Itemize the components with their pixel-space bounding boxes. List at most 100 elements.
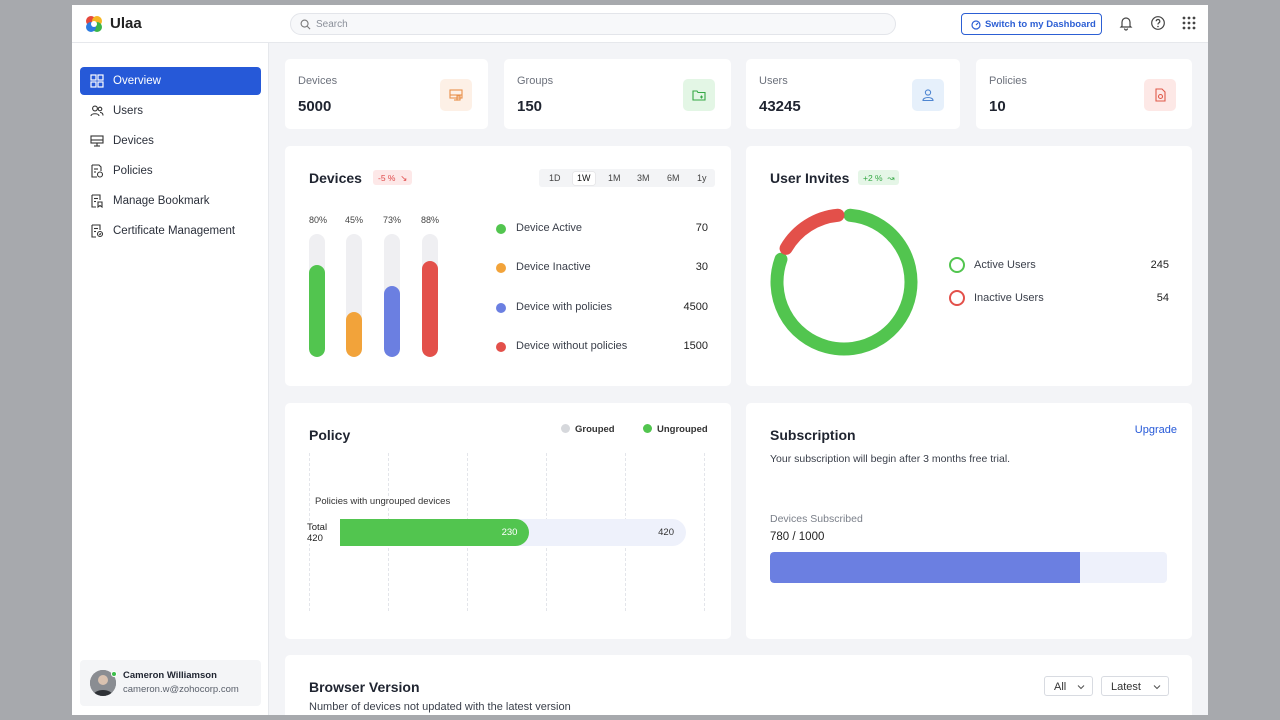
stat-badge (912, 79, 944, 111)
sidebar-item-label: Manage Bookmark (113, 195, 210, 207)
switch-dashboard-label: Switch to my Dashboard (985, 19, 1096, 30)
stat-badge (440, 79, 472, 111)
filter-latest-dropdown[interactable]: Latest (1101, 676, 1169, 696)
search-icon (300, 19, 311, 30)
chevron-down-icon (1077, 685, 1085, 690)
browser-version-subtitle: Number of devices not updated with the l… (309, 701, 571, 713)
period-option-6m[interactable]: 6M (667, 173, 680, 183)
search-placeholder: Search (316, 19, 348, 30)
devices-change-value: -5 % (378, 173, 396, 183)
policy-legend-ungrouped: Ungrouped (643, 424, 708, 435)
devices-legend-item: Device with policies 4500 (496, 300, 708, 316)
period-option-1d[interactable]: 1D (549, 173, 561, 183)
switch-dashboard-button[interactable]: Switch to my Dashboard (961, 13, 1102, 35)
filter-all-dropdown[interactable]: All (1044, 676, 1093, 696)
upgrade-link[interactable]: Upgrade (1134, 424, 1177, 436)
policy-total: Total 420 (307, 522, 328, 544)
stat-value: 43245 (759, 98, 801, 115)
browser-version-card: Browser Version Number of devices not up… (285, 655, 1192, 715)
stat-value: 5000 (298, 98, 332, 115)
legend-value: 30 (695, 261, 708, 273)
policy-chart-caption: Policies with ungrouped devices (315, 496, 451, 507)
sidebar-item-users[interactable]: Users (80, 97, 261, 125)
device-bar-track (346, 234, 362, 357)
sidebar-item-manage-bookmark[interactable]: Manage Bookmark (80, 187, 261, 215)
policy-ungrouped-value: 230 (501, 527, 518, 538)
legend-dot (496, 224, 506, 234)
sidebar-item-overview[interactable]: Overview (80, 67, 261, 95)
trend-down-icon: ↘ (397, 173, 408, 183)
stat-card-devices[interactable]: Devices 5000 (285, 59, 488, 129)
legend-dot (496, 263, 506, 273)
legend-dot (496, 342, 506, 352)
period-option-3m[interactable]: 3M (637, 173, 650, 183)
legend-ring (949, 257, 965, 273)
stat-badge (683, 79, 715, 111)
sidebar-item-label: Overview (113, 75, 161, 87)
app-frame: Ulaa Search Switch to my Dashboard (72, 5, 1208, 715)
devices-change-badge: -5 % ↘ (373, 170, 413, 185)
bar-percent-label: 80% (308, 215, 327, 225)
period-option-1w[interactable]: 1W (573, 172, 595, 185)
trend-up-icon: ↝ (885, 173, 895, 183)
legend-label: Inactive Users (974, 292, 1044, 304)
chevron-down-icon (1153, 685, 1161, 690)
sidebar-item-certificate-management[interactable]: Certificate Management (80, 217, 261, 245)
legend-value: 4500 (683, 301, 708, 313)
devices-subscribed-label: Devices Subscribed (770, 513, 863, 525)
legend-label: Device Inactive (516, 261, 591, 273)
device-bar-track (309, 234, 325, 357)
subscription-card: Subscription Upgrade Your subscription w… (746, 403, 1192, 639)
devices-legend-item: Device Inactive 30 (496, 260, 708, 276)
period-selector: 1D 1W 1M 3M 6M 1y (539, 169, 715, 187)
user-invites-card: User Invites +2 % ↝ Active Users 245 Ina… (746, 146, 1192, 386)
legend-label: Device without policies (516, 340, 628, 352)
filter-latest-value: Latest (1111, 681, 1141, 693)
users-icon (90, 105, 104, 117)
user-invites-title: User Invites (770, 170, 850, 186)
subscription-progress-fill (770, 552, 1080, 583)
stat-card-policies[interactable]: Policies 10 (976, 59, 1192, 129)
legend-dot (561, 424, 570, 433)
stat-card-groups[interactable]: Groups 150 (504, 59, 731, 129)
browser-version-title: Browser Version (309, 679, 420, 695)
devices-legend-item: Device Active 70 (496, 221, 708, 237)
bell-icon[interactable] (1118, 15, 1134, 31)
period-option-1y[interactable]: 1y (697, 173, 707, 183)
legend-label: Device with policies (516, 301, 612, 313)
policy-card: Policy Grouped Ungrouped Policies with u… (285, 403, 731, 639)
device-icon (90, 135, 104, 147)
online-status-dot (111, 671, 117, 677)
user-name: Cameron Williamson (123, 670, 217, 681)
subscription-title: Subscription (770, 427, 856, 443)
certificate-icon (91, 224, 104, 238)
legend-value: 245 (1150, 259, 1169, 271)
stat-label: Users (759, 75, 788, 87)
policy-card-title: Policy (309, 427, 351, 443)
stat-badge (1144, 79, 1176, 111)
device-bar-fill (346, 311, 362, 357)
help-icon[interactable] (1150, 15, 1166, 31)
subscription-progress-bar (770, 552, 1167, 583)
stat-label: Policies (989, 75, 1027, 87)
bar-percent-label: 73% (382, 215, 401, 225)
sidebar-item-policies[interactable]: Policies (80, 157, 261, 185)
devices-legend-item: Device without policies 1500 (496, 339, 708, 355)
user-profile-card[interactable]: Cameron Williamson cameron.w@zohocorp.co… (80, 660, 261, 706)
bar-percent-label: 45% (344, 215, 363, 225)
devices-subscribed-value: 780 / 1000 (770, 531, 825, 543)
device-icon (449, 89, 463, 101)
search-input[interactable]: Search (290, 13, 896, 35)
user-invites-change-value: +2 % (863, 173, 883, 183)
legend-label: Ungrouped (657, 424, 708, 435)
user-invites-donut (770, 208, 918, 356)
period-option-1m[interactable]: 1M (608, 173, 621, 183)
apps-grid-icon[interactable] (1181, 15, 1197, 31)
stat-card-users[interactable]: Users 43245 (746, 59, 960, 129)
bookmark-icon (91, 194, 103, 208)
legend-label: Grouped (575, 424, 615, 435)
legend-dot (496, 303, 506, 313)
sidebar-item-devices[interactable]: Devices (80, 127, 261, 155)
policy-legend-grouped: Grouped (561, 424, 615, 435)
sidebar-item-label: Devices (113, 135, 154, 147)
